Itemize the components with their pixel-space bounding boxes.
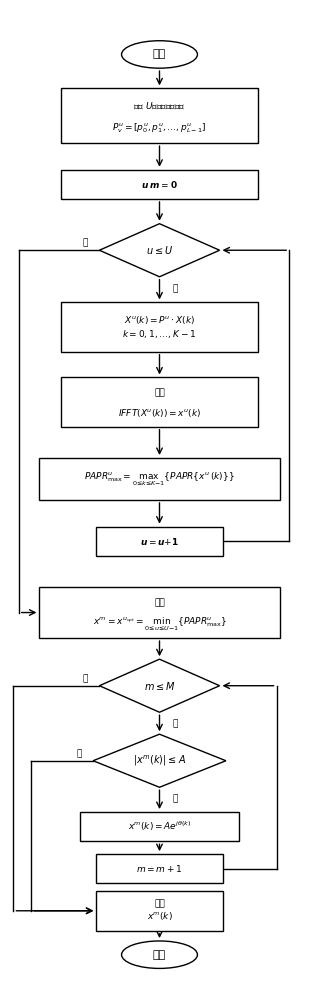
Text: 否: 否 — [83, 674, 88, 683]
FancyBboxPatch shape — [96, 891, 223, 931]
FancyBboxPatch shape — [62, 170, 257, 199]
Text: $\boldsymbol{u}\;\boldsymbol{m}{=}\mathbf{0}$: $\boldsymbol{u}\;\boldsymbol{m}{=}\mathb… — [141, 179, 178, 190]
Text: $P_v^u=[p_0^u,p_1^u,\ldots,p_{L-1}^u]$: $P_v^u=[p_0^u,p_1^u,\ldots,p_{L-1}^u]$ — [112, 121, 207, 135]
FancyBboxPatch shape — [39, 458, 280, 500]
Text: $PAPR_{\max}^{u}=\max_{0\leq k\leq K-1}\{PAPR\{x^u(k)\}\}$: $PAPR_{\max}^{u}=\max_{0\leq k\leq K-1}\… — [84, 470, 235, 488]
Text: $m=m+1$: $m=m+1$ — [136, 863, 183, 874]
Text: 否: 否 — [76, 749, 82, 758]
Polygon shape — [100, 224, 219, 277]
Text: 开始: 开始 — [153, 49, 166, 59]
Text: $u\leq U$: $u\leq U$ — [146, 244, 173, 256]
Text: $X^u(k)=P^u\cdot X(k)$
$k=0,1,\ldots,K-1$: $X^u(k)=P^u\cdot X(k)$ $k=0,1,\ldots,K-1… — [122, 314, 197, 340]
Text: $x^m=x^{u_{opt}}=\min_{0\leq u\leq U-1}\{PAPR^u_{\max}\}$: $x^m=x^{u_{opt}}=\min_{0\leq u\leq U-1}\… — [93, 615, 226, 633]
Text: $|x^m(k)|\leq A$: $|x^m(k)|\leq A$ — [133, 754, 186, 768]
Text: 是: 是 — [173, 284, 178, 293]
Text: $IFFT\left(X^u(k)\right)=x^u(k)$: $IFFT\left(X^u(k)\right)=x^u(k)$ — [118, 407, 201, 419]
Text: 结束: 结束 — [153, 950, 166, 960]
FancyBboxPatch shape — [39, 587, 280, 638]
FancyBboxPatch shape — [62, 377, 257, 427]
Text: 产生 $U$个相位旋转序列: 产生 $U$个相位旋转序列 — [133, 101, 186, 111]
Text: 输出
$x^m(k)$: 输出 $x^m(k)$ — [147, 899, 172, 922]
Text: 否: 否 — [83, 238, 88, 247]
Text: $m\leq M$: $m\leq M$ — [144, 680, 175, 692]
FancyBboxPatch shape — [62, 302, 257, 352]
FancyBboxPatch shape — [62, 88, 257, 143]
FancyBboxPatch shape — [80, 812, 239, 841]
Ellipse shape — [122, 41, 197, 68]
Polygon shape — [93, 734, 226, 787]
Text: 是: 是 — [173, 720, 178, 729]
Polygon shape — [100, 659, 219, 712]
Text: 计算: 计算 — [154, 389, 165, 398]
FancyBboxPatch shape — [96, 854, 223, 883]
Ellipse shape — [122, 941, 197, 968]
Text: $\boldsymbol{u}{=}\boldsymbol{u}{+}\mathbf{1}$: $\boldsymbol{u}{=}\boldsymbol{u}{+}\math… — [140, 536, 179, 547]
Text: 是: 是 — [173, 795, 178, 804]
Text: 发送: 发送 — [154, 599, 165, 608]
FancyBboxPatch shape — [96, 527, 223, 556]
Text: $x^m(k)=Ae^{j\theta(k)}$: $x^m(k)=Ae^{j\theta(k)}$ — [128, 820, 191, 833]
